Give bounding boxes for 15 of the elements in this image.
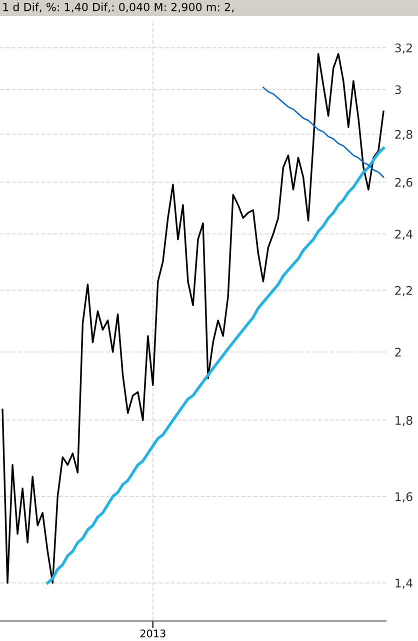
y-tick-label: 2,2: [395, 286, 412, 296]
y-tick-label: 1,4: [396, 578, 412, 589]
line-series: [2, 52, 384, 584]
line-series: [46, 146, 385, 584]
y-tick-label: 2,6: [395, 178, 412, 188]
chart-title: 1 d Dif, %: 1,40 Dif,: 0,040 M: 2,900 m: 2,: [3, 2, 234, 12]
y-tick-label: 2,8: [395, 130, 412, 140]
y-tick-label: 1,8: [396, 416, 412, 426]
y-tick-label: 2,4: [395, 230, 412, 240]
y-tick-label: 3,2: [395, 43, 412, 54]
y-tick-label: 3: [395, 85, 401, 94]
y-tick-label: 1,6: [396, 492, 412, 502]
y-tick-label: 2: [395, 348, 401, 356]
x-tick-label: 2013: [140, 630, 166, 638]
line-series: [262, 86, 384, 178]
